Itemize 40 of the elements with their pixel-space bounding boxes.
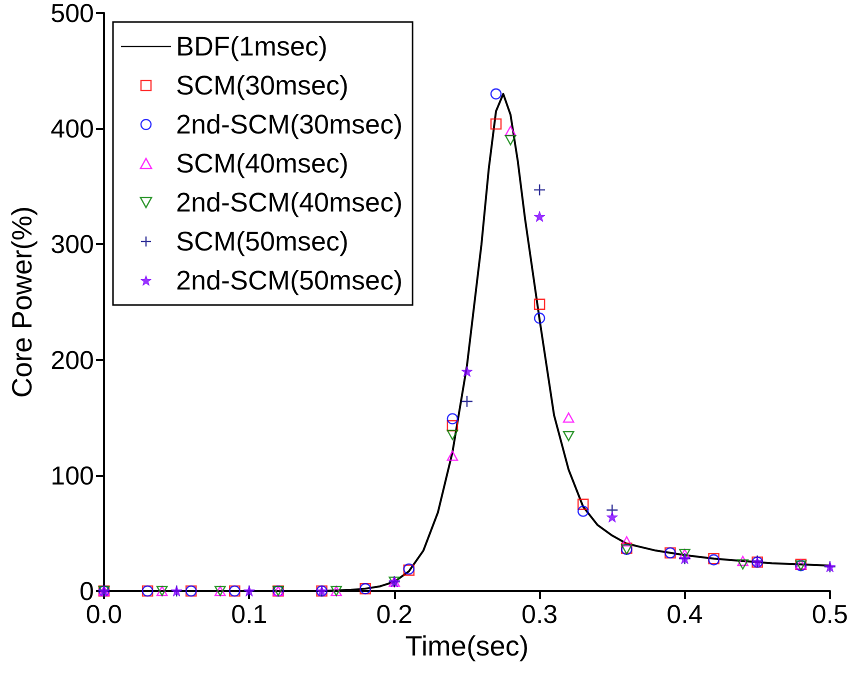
point (534, 210, 546, 222)
point (490, 88, 502, 100)
legend-label: SCM(50msec) (176, 226, 349, 256)
legend-label: 2nd-SCM(40msec) (176, 188, 403, 218)
y-tick-label: 500 (50, 0, 94, 28)
point (737, 559, 748, 570)
legend-label: 2nd-SCM(30msec) (176, 110, 403, 140)
point (621, 536, 632, 546)
x-tick-label: 0.2 (376, 599, 412, 629)
point (534, 312, 546, 324)
legend-label: SCM(30msec) (176, 70, 349, 100)
y-axis-title: Core Power(%) (6, 206, 38, 398)
x-tick-label: 0.1 (231, 599, 268, 629)
point (533, 184, 546, 196)
legend-label: BDF(1msec) (176, 32, 328, 62)
legend-label: 2nd-SCM(50msec) (176, 266, 403, 296)
point (562, 412, 574, 423)
point (577, 498, 589, 510)
y-tick-label: 100 (50, 460, 94, 490)
point (446, 413, 458, 424)
point (446, 430, 458, 440)
point (446, 420, 458, 432)
point (577, 506, 589, 517)
y-tick-label: 200 (50, 344, 94, 375)
legend-label: SCM(40msec) (176, 148, 349, 178)
point (562, 430, 574, 442)
point (534, 298, 546, 310)
point (504, 135, 516, 146)
point (461, 366, 473, 377)
y-tick-label: 400 (50, 114, 94, 144)
point (490, 118, 502, 130)
point (446, 450, 458, 461)
x-axis-title: Time(sec) (405, 630, 529, 662)
x-tick-label: 0.5 (812, 599, 848, 629)
y-tick-label: 300 (50, 229, 94, 260)
point (737, 556, 748, 566)
point (606, 512, 618, 522)
point (460, 395, 474, 408)
x-tick-label: 0.3 (521, 599, 558, 629)
x-tick-label: 0.4 (666, 599, 703, 629)
